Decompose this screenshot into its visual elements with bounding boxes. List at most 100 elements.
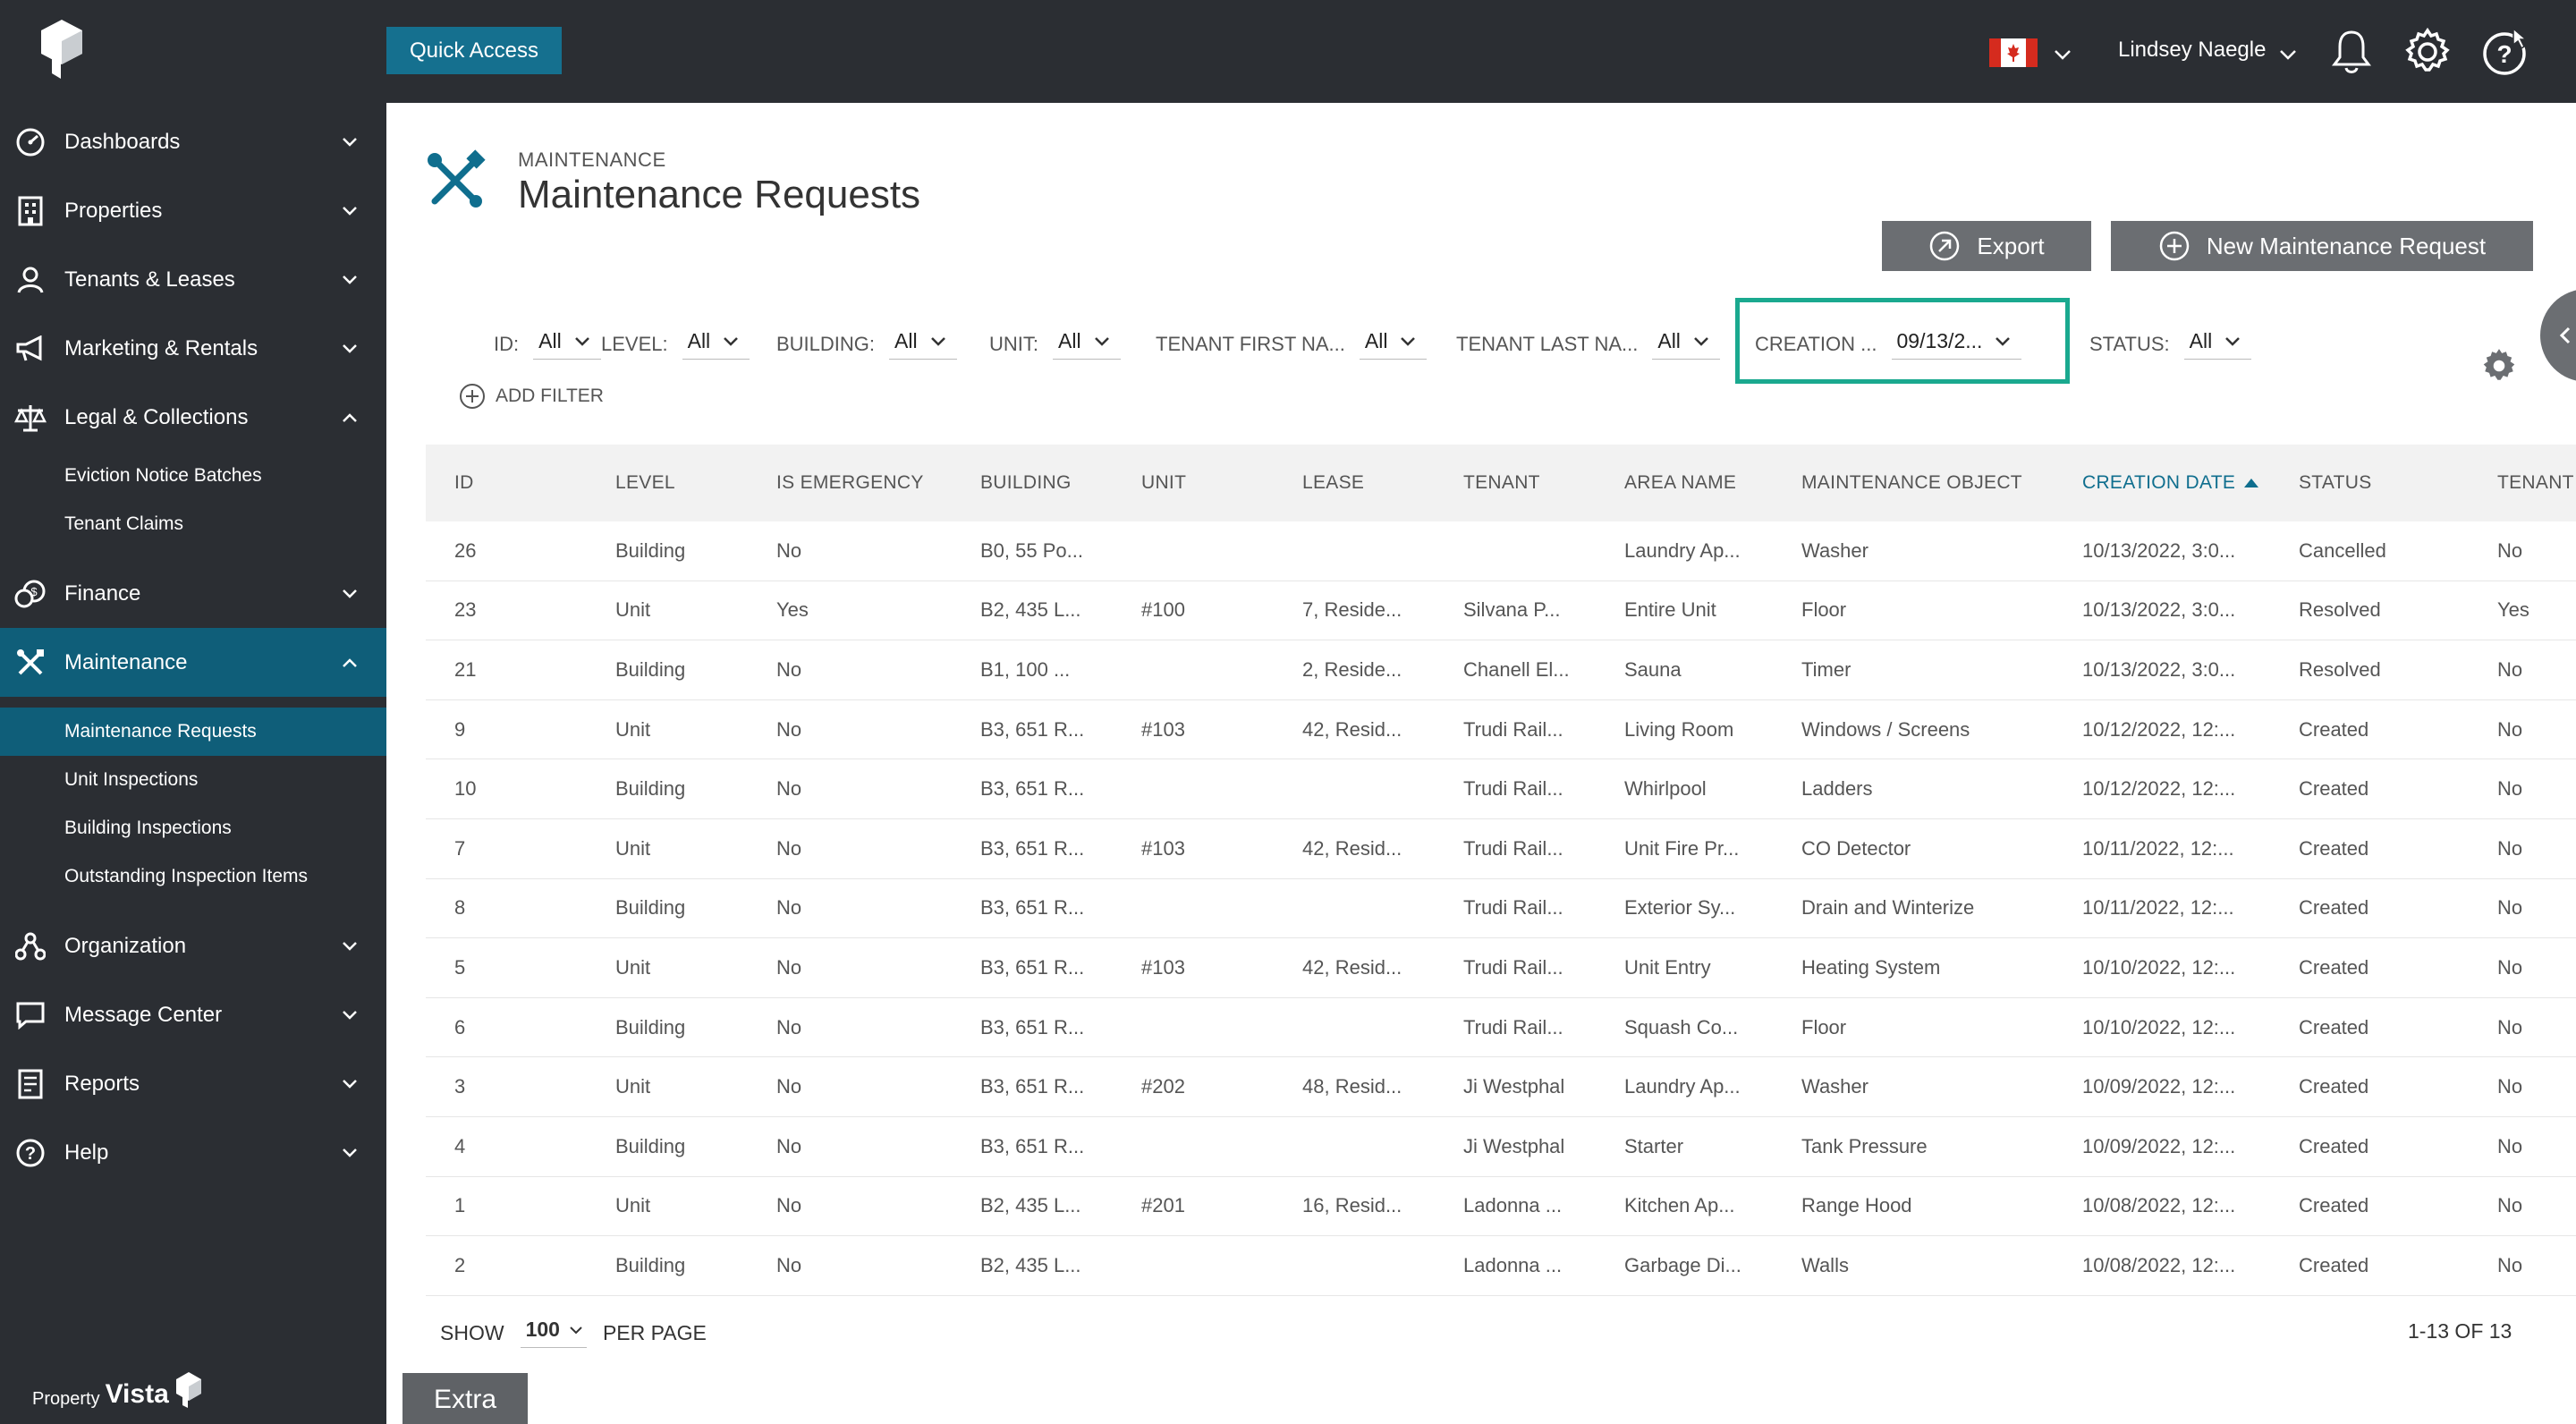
table-row[interactable]: 2 Building No B2, 435 L... Ladonna ... Garbag… xyxy=(426,1236,2576,1296)
cell-is-emergency: No xyxy=(776,777,802,801)
column-header-lease[interactable]: LEASE xyxy=(1302,472,1365,493)
per-page-select[interactable]: 100 xyxy=(520,1318,587,1348)
filter-building[interactable]: BUILDING: All xyxy=(776,318,957,371)
sidebar-item-dashboards[interactable]: Dashboards xyxy=(0,107,386,176)
language-chevron-down-icon[interactable] xyxy=(2054,48,2072,61)
table-row[interactable]: 3 Unit No B3, 651 R... #202 48, Resid... Ji We… xyxy=(426,1057,2576,1117)
filter-value-select[interactable]: 09/13/2... xyxy=(1891,329,2022,360)
cell-is-emergency: No xyxy=(776,1015,802,1038)
bell-icon[interactable] xyxy=(2329,27,2374,77)
filter-value-select[interactable]: All xyxy=(889,329,957,360)
cell-tenant-emergency: No xyxy=(2497,896,2523,920)
table-row[interactable]: 10 Building No B3, 651 R... Trudi Rail... Whi… xyxy=(426,759,2576,819)
table-row[interactable]: 6 Building No B3, 651 R... Trudi Rail... Squa… xyxy=(426,998,2576,1058)
filter-creation-date[interactable]: CREATION ... 09/13/2... xyxy=(1755,318,2022,371)
column-header-status[interactable]: STATUS xyxy=(2299,472,2372,493)
table-row[interactable]: 9 Unit No B3, 651 R... #103 42, Resid... Trudi… xyxy=(426,700,2576,760)
cell-status: Created xyxy=(2299,1015,2369,1038)
cell-is-emergency: No xyxy=(776,538,802,562)
table-row[interactable]: 21 Building No B1, 100 ... 2, Reside... Chane… xyxy=(426,640,2576,700)
quick-access-button[interactable]: Quick Access xyxy=(386,27,562,74)
sidebar-subitem-tenant-claims[interactable]: Tenant Claims xyxy=(64,513,184,534)
column-header-is-emergency[interactable]: IS EMERGENCY xyxy=(776,472,924,493)
filter-unit[interactable]: UNIT: All xyxy=(989,318,1121,371)
filter-value-select[interactable]: All xyxy=(2183,329,2252,360)
table-row[interactable]: 7 Unit No B3, 651 R... #103 42, Resid... Trudi… xyxy=(426,819,2576,879)
column-header-area-name[interactable]: AREA NAME xyxy=(1624,472,1737,493)
table-settings-gear-icon[interactable] xyxy=(2479,346,2519,386)
cell-lease: 16, Resid... xyxy=(1302,1194,1402,1217)
column-header-level[interactable]: LEVEL xyxy=(615,472,675,493)
sidebar-item-organization[interactable]: Organization xyxy=(0,911,386,980)
breadcrumb[interactable]: MAINTENANCE xyxy=(518,148,666,171)
sidebar-item-maintenance[interactable]: Maintenance xyxy=(0,628,386,697)
sidebar-item-tenants-leases[interactable]: Tenants & Leases xyxy=(0,245,386,314)
canada-flag-icon[interactable] xyxy=(1989,38,2038,67)
filter-value-select[interactable]: All xyxy=(1359,329,1428,360)
filter-value-select[interactable]: All xyxy=(1053,329,1121,360)
cell-id: 3 xyxy=(454,1075,466,1098)
table-row[interactable]: 8 Building No B3, 651 R... Trudi Rail... Exte… xyxy=(426,879,2576,939)
sidebar-item-marketing-rentals[interactable]: Marketing & Rentals xyxy=(0,314,386,383)
table-row[interactable]: 5 Unit No B3, 651 R... #103 42, Resid... Trudi… xyxy=(426,938,2576,998)
add-filter-button[interactable]: ADD FILTER xyxy=(458,382,604,411)
page-title: Maintenance Requests xyxy=(518,173,921,216)
sidebar-subitem-eviction-notice-batches[interactable]: Eviction Notice Batches xyxy=(64,465,262,486)
cell-creation-date: 10/10/2022, 12:... xyxy=(2082,1015,2236,1038)
chevron-down-icon xyxy=(570,1326,582,1334)
filter-value-select[interactable]: All xyxy=(682,329,750,360)
sidebar-item-message-center[interactable]: Message Center xyxy=(0,980,386,1049)
new-maintenance-request-button[interactable]: New Maintenance Request xyxy=(2111,221,2533,271)
column-header-tenant[interactable]: TENANT xyxy=(1463,472,1540,493)
sidebar-subitem-outstanding-inspection-items[interactable]: Outstanding Inspection Items xyxy=(64,866,308,886)
sidebar-subitem-maintenance-requests[interactable]: Maintenance Requests xyxy=(0,708,386,756)
sidebar-nav: Dashboards Properties Tenants & Leases M… xyxy=(0,107,386,1187)
table-row[interactable]: 23 Unit Yes B2, 435 L... #100 7, Reside... Sil… xyxy=(426,581,2576,641)
extra-button[interactable]: Extra xyxy=(402,1373,528,1424)
cell-building: B3, 651 R... xyxy=(980,955,1085,979)
column-header-tenant-emergency[interactable]: TENANT xyxy=(2497,472,2574,493)
filter-value-select[interactable]: All xyxy=(1652,329,1720,360)
column-header-unit[interactable]: UNIT xyxy=(1141,472,1187,493)
sidebar-item-finance[interactable]: $ Finance xyxy=(0,559,386,628)
table-row[interactable]: 1 Unit No B2, 435 L... #201 16, Resid... Ladon… xyxy=(426,1177,2576,1237)
sidebar-item-reports[interactable]: Reports xyxy=(0,1049,386,1118)
filter-value-select[interactable]: All xyxy=(533,329,601,360)
side-panel-toggle[interactable] xyxy=(2540,289,2576,382)
filter-label: STATUS: xyxy=(2089,333,2170,355)
filter-tenant-last-name[interactable]: TENANT LAST NA... All xyxy=(1456,318,1720,371)
column-header-id[interactable]: ID xyxy=(454,472,474,493)
column-header-maintenance-object[interactable]: MAINTENANCE OBJECT xyxy=(1801,472,2022,493)
cell-is-emergency: Yes xyxy=(776,598,809,622)
sidebar-item-properties[interactable]: Properties xyxy=(0,176,386,245)
cell-level: Building xyxy=(615,1253,686,1276)
table-row[interactable]: 26 Building No B0, 55 Po... Laundry Ap... Was… xyxy=(426,521,2576,581)
column-header-creation-date[interactable]: CREATION DATE xyxy=(2082,445,2259,521)
user-menu[interactable]: Lindsey Naegle xyxy=(2118,38,2267,62)
plus-circle-icon xyxy=(460,384,485,409)
cell-maintenance-object: Ladders xyxy=(1801,777,1873,801)
cell-status: Created xyxy=(2299,1194,2369,1217)
sidebar-subitem-building-inspections[interactable]: Building Inspections xyxy=(64,818,232,838)
gear-icon[interactable] xyxy=(2402,27,2453,77)
export-button[interactable]: Export xyxy=(1882,221,2091,271)
chevron-down-icon xyxy=(1401,336,1416,346)
cell-id: 9 xyxy=(454,717,466,741)
filter-tenant-first-name[interactable]: TENANT FIRST NA... All xyxy=(1156,318,1428,371)
column-header-building[interactable]: BUILDING xyxy=(980,472,1072,493)
sidebar-subitem-unit-inspections[interactable]: Unit Inspections xyxy=(64,769,199,790)
user-chevron-down-icon[interactable] xyxy=(2279,48,2297,61)
table-row[interactable]: 4 Building No B3, 651 R... Ji Westphal Starte… xyxy=(426,1117,2576,1177)
brand-big-text: Vista xyxy=(105,1379,169,1409)
propertyvista-logo-icon[interactable] xyxy=(39,18,84,81)
filter-id[interactable]: ID: All xyxy=(494,318,601,371)
sidebar-item-help[interactable]: ? Help xyxy=(0,1118,386,1187)
filter-status[interactable]: STATUS: All xyxy=(2089,318,2252,371)
sidebar-item-legal-collections[interactable]: Legal & Collections xyxy=(0,383,386,452)
filter-level[interactable]: LEVEL: All xyxy=(601,318,750,371)
report-icon xyxy=(14,1068,47,1100)
cell-is-emergency: No xyxy=(776,1075,802,1098)
help-circle-icon[interactable]: ? xyxy=(2478,27,2531,77)
cell-area-name: Starter xyxy=(1624,1134,1684,1157)
export-icon xyxy=(1930,231,1960,261)
